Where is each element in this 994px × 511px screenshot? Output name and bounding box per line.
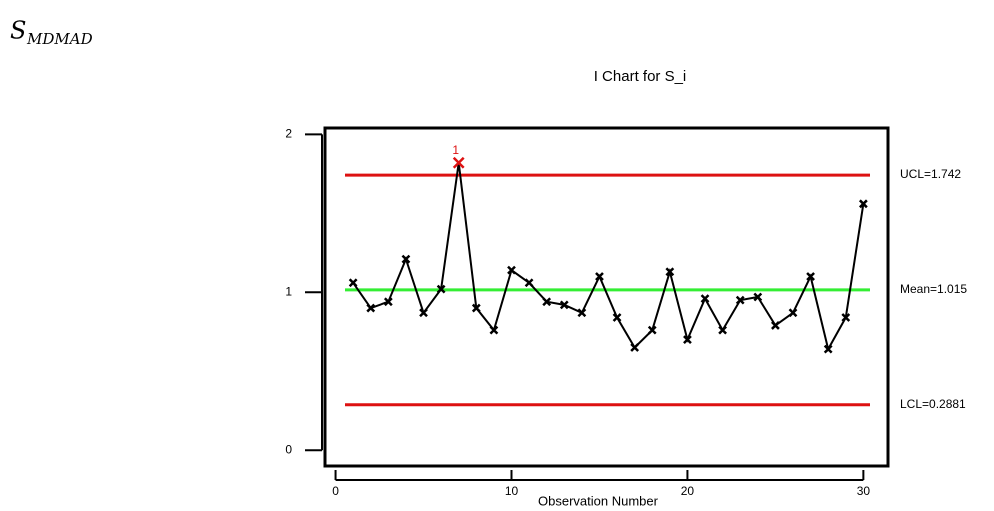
chart-title: I Chart for S_i bbox=[594, 68, 687, 85]
data-point bbox=[789, 309, 796, 316]
data-point bbox=[719, 327, 726, 334]
data-point bbox=[631, 344, 638, 351]
control-line-label: LCL=0.2881 bbox=[900, 397, 966, 411]
plot-frame bbox=[325, 128, 888, 466]
heading-subscript: MDMAD bbox=[26, 30, 93, 48]
control-line-label: Mean=1.015 bbox=[900, 282, 967, 296]
data-point bbox=[526, 279, 533, 286]
data-point bbox=[772, 322, 779, 329]
y-tick-label: 0 bbox=[285, 442, 292, 456]
x-tick-label: 0 bbox=[332, 484, 339, 498]
x-tick-label: 20 bbox=[681, 484, 695, 498]
data-point bbox=[578, 309, 585, 316]
heading-symbol: S bbox=[10, 17, 26, 45]
data-line bbox=[353, 163, 863, 349]
x-axis-title: Observation Number bbox=[538, 493, 659, 508]
chart: S MDMAD I Chart for S_i Observation Numb… bbox=[0, 0, 994, 511]
x-tick-label: 10 bbox=[505, 484, 519, 498]
control-line-label: UCL=1.742 bbox=[900, 167, 961, 181]
y-tick-label: 2 bbox=[285, 126, 292, 140]
annotation: 1 bbox=[452, 143, 459, 157]
page: S MDMAD I Chart for S_i Observation Numb… bbox=[0, 0, 994, 511]
data-point bbox=[350, 279, 357, 286]
x-tick-label: 30 bbox=[857, 484, 871, 498]
y-tick-label: 1 bbox=[285, 284, 292, 298]
